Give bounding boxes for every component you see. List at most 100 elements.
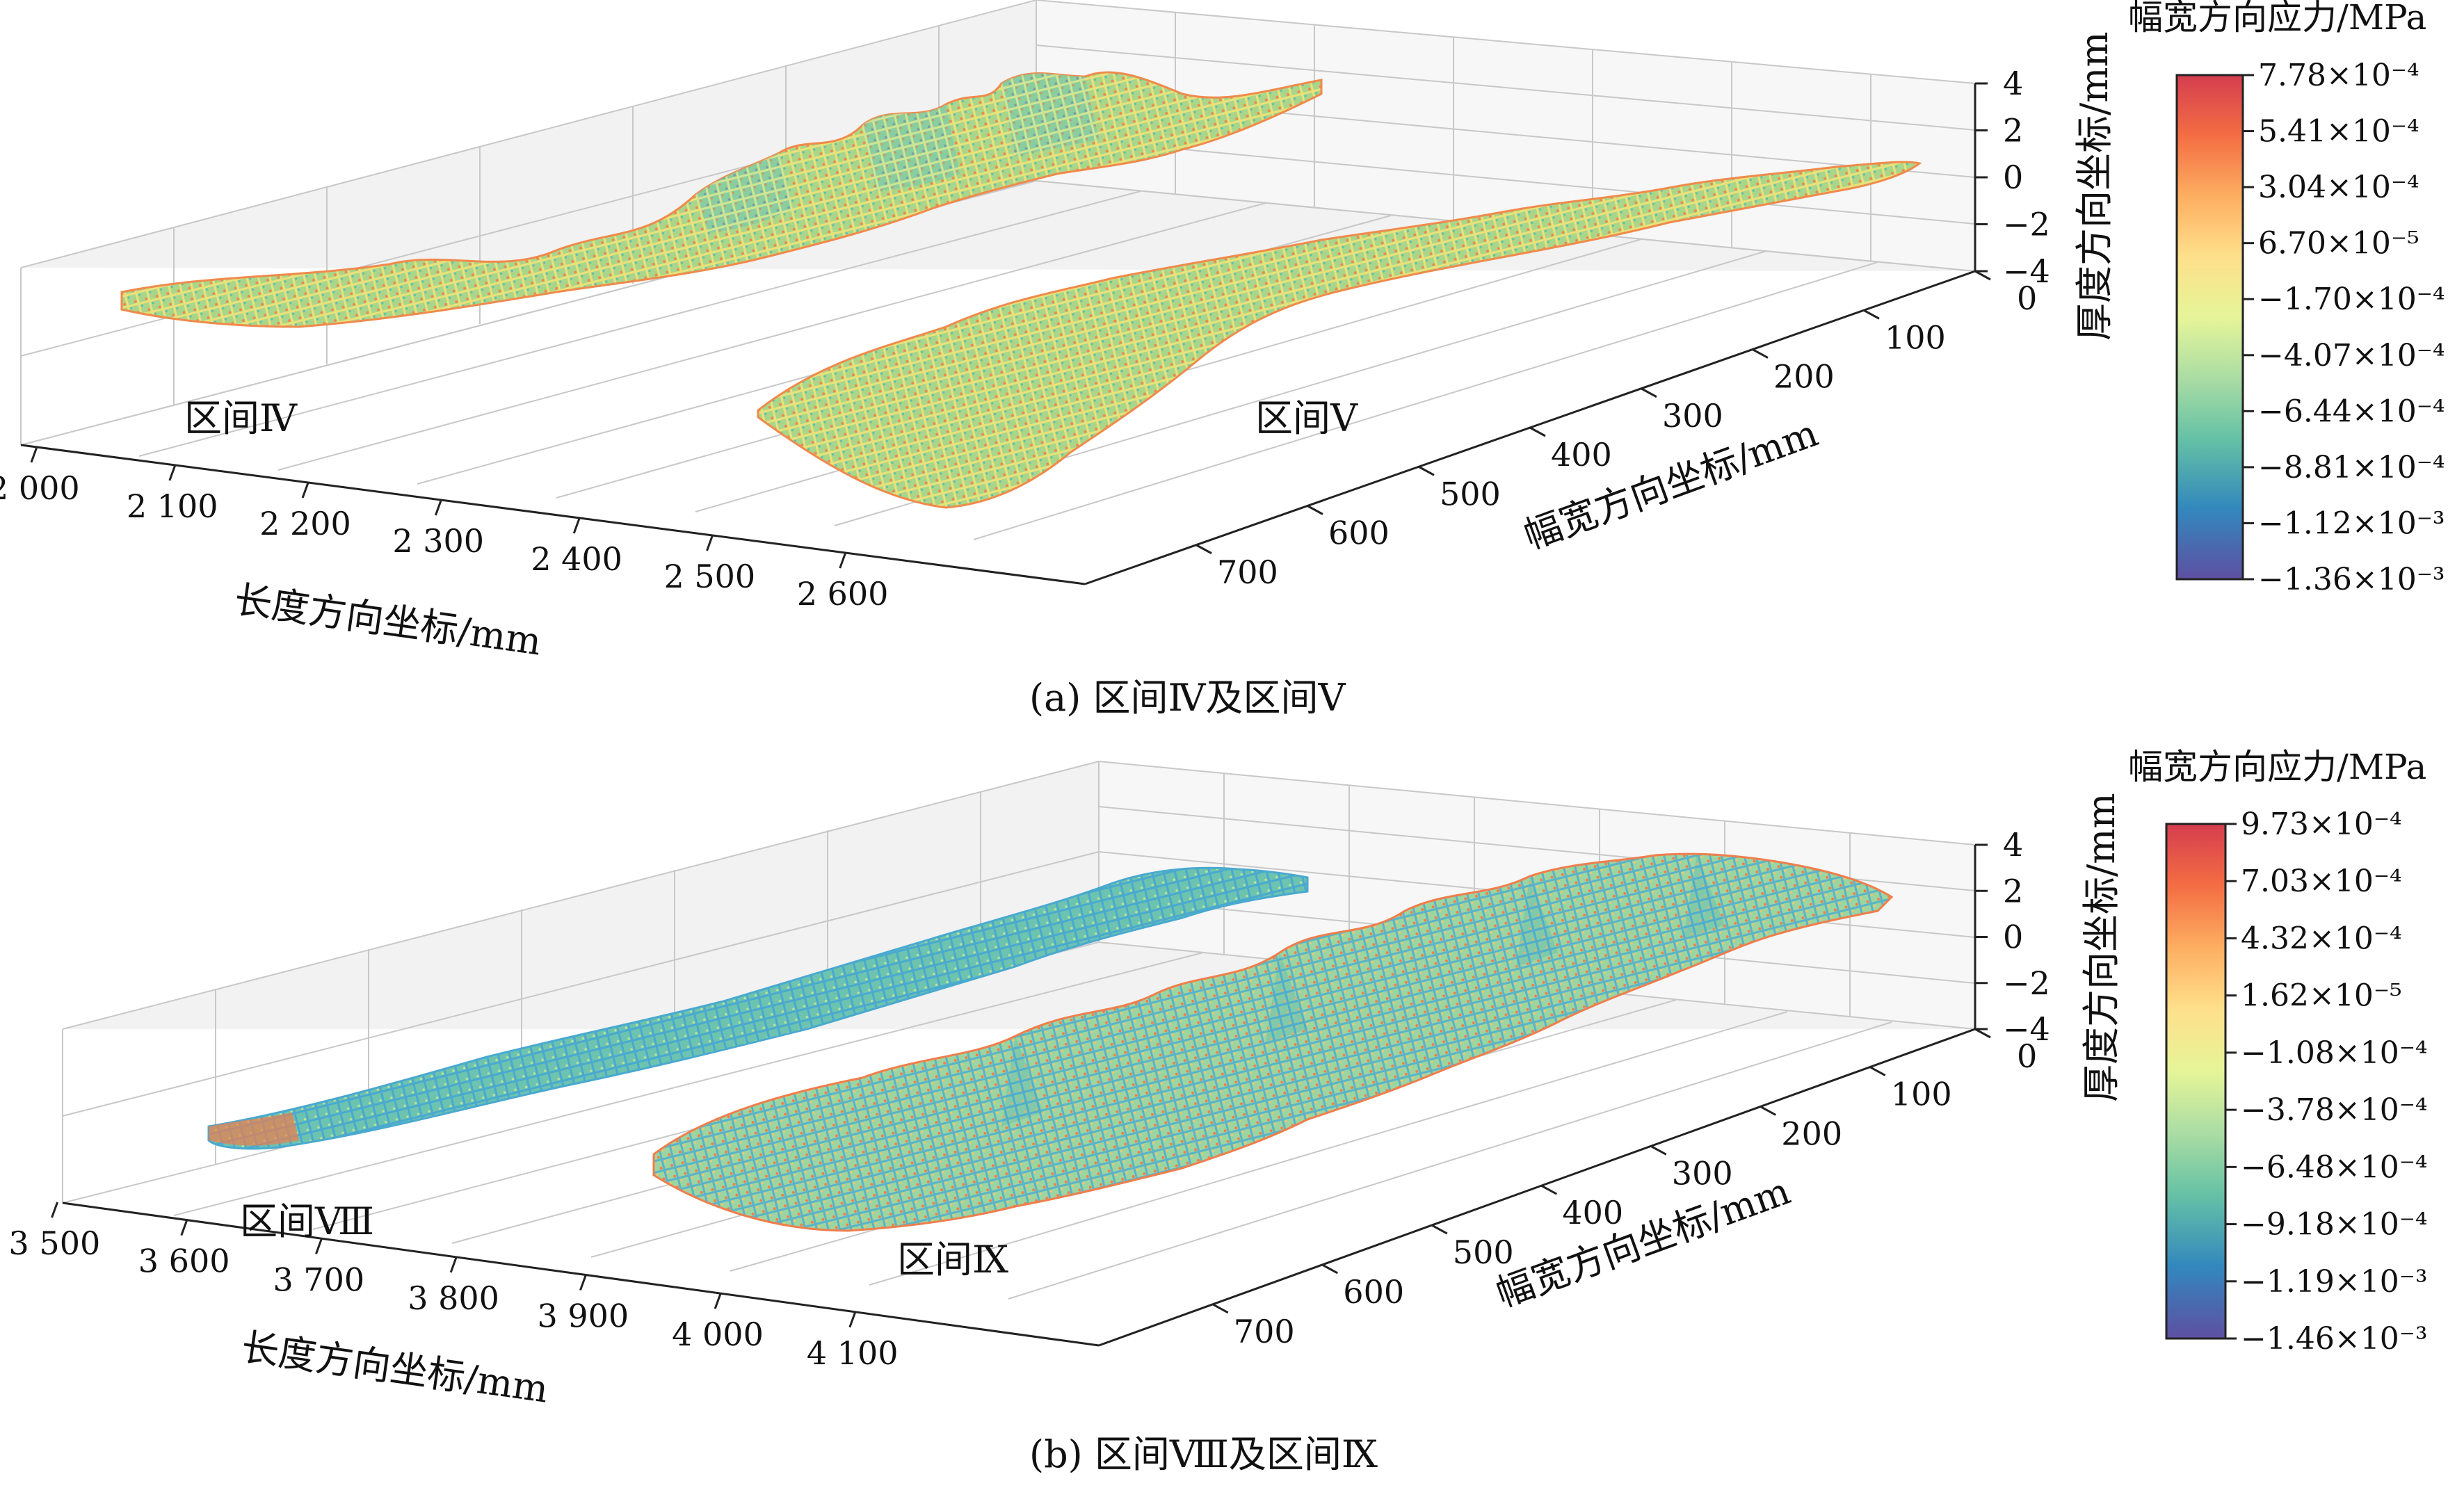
panel-b-colorbar-tick-label: −1.46×10⁻³ [2241, 1321, 2428, 1357]
panel-a-surface-region-4-ridges [695, 73, 1099, 233]
panel-b-colorbar-title: 幅宽方向应力/MPa [2128, 747, 2426, 787]
panel-a-z-tick-label: −2 [2003, 206, 2050, 243]
panel-b-x-tick [579, 1275, 587, 1291]
panel-a-x-tick [839, 552, 847, 569]
panel-a-caption: (a) 区间Ⅳ及区间Ⅴ [1029, 676, 1346, 720]
panel-b-x-tick [315, 1238, 323, 1254]
panel-a-x-tick-label: 2 400 [531, 540, 622, 578]
panel-a-y-tick-label: 500 [1440, 475, 1501, 512]
panel-a-colorbar-tick-label: 7.78×10⁻⁴ [2258, 58, 2419, 93]
panel-a-surfaces [120, 71, 1922, 509]
panel-b-x-tick-label: 3 800 [408, 1279, 499, 1317]
panel-a-z-tick-label: −4 [2003, 252, 2050, 290]
panel-b-y-tick-label: 500 [1453, 1234, 1514, 1271]
panel-a-colorbar-ticks: 7.78×10⁻⁴ 5.41×10⁻⁴ 3.04×10⁻⁴ 6.70×10⁻⁵ −1.7… [2243, 58, 2445, 597]
panel-a-colorbar-tick-label: −8.81×10⁻⁴ [2258, 450, 2445, 485]
panel-a-colorbar-tick-label: 3.04×10⁻⁴ [2258, 170, 2419, 205]
panel-b-colorbar-tick-label: −9.18×10⁻⁴ [2241, 1207, 2428, 1243]
panel-a-x-tick [30, 446, 38, 463]
panel-a: 2 000 2 100 2 200 2 300 2 400 2 500 2 600 0 100… [0, 0, 2445, 720]
panel-b-y-tick-label: 700 [1234, 1313, 1295, 1350]
panel-b-y-tick-label: 300 [1672, 1154, 1733, 1192]
panel-b-z-axis-label: 厚度方向坐标/mm [2079, 793, 2123, 1102]
panel-a-x-tick-label: 2 000 [0, 469, 80, 507]
panel-a-x-tick [168, 464, 177, 481]
panel-a-y-tick-label: 700 [1217, 553, 1278, 591]
panel-a-colorbar-scale [2175, 74, 2244, 581]
panel-a-region-label-4: 区间Ⅳ [184, 396, 298, 440]
panel-b-y-tick [1212, 1303, 1229, 1314]
panel-a-z-ticks: 4 2 0 −2 −4 [1975, 65, 2050, 290]
panel-a-y-ticks: 0 100 200 300 400 500 600 700 [1195, 270, 2037, 591]
panel-b-x-tick-label: 3 500 [9, 1224, 101, 1262]
panel-a-y-tick [1195, 544, 1212, 555]
panel-b-region-label-8: 区间Ⅷ [240, 1199, 374, 1243]
panel-a-y-tick-label: 300 [1662, 397, 1723, 435]
panel-a-y-tick-label: 0 [2017, 280, 2037, 317]
panel-a-y-tick-label: 600 [1328, 515, 1390, 552]
panel-b-colorbar: 幅宽方向应力/MPa 9.73×10⁻⁴ 7.03×10⁻⁴ 4.32×10⁻⁴ 1.… [2128, 747, 2428, 1357]
panel-b-surface-region-9 [652, 852, 1894, 1232]
panel-b-colorbar-tick-label: −6.48×10⁻⁴ [2241, 1149, 2428, 1185]
panel-b-colorbar-scale [2165, 823, 2227, 1340]
panel-b-x-tick [51, 1202, 58, 1218]
panel-a-z-tick-label: 4 [2003, 65, 2023, 102]
panel-a-colorbar-tick-label: 6.70×10⁻⁵ [2258, 226, 2419, 261]
panel-b-caption: (b) 区间Ⅷ及区间Ⅸ [1029, 1432, 1378, 1476]
panel-a-x-tick [301, 482, 309, 499]
panel-b-y-tick-label: 600 [1343, 1273, 1404, 1311]
panel-b-colorbar-ticks: 9.73×10⁻⁴ 7.03×10⁻⁴ 4.32×10⁻⁴ 1.62×10⁻⁵ −1.0… [2225, 807, 2428, 1357]
panel-b-y-axis-line [1098, 1028, 1976, 1347]
panel-b-x-tick-label: 4 000 [672, 1316, 764, 1353]
panel-a-y-tick [1307, 505, 1323, 515]
panel-b-z-tick-label: 0 [2003, 919, 2023, 956]
panel-a-x-axis-line [20, 444, 1086, 585]
panel-b-z-tick-label: −2 [2003, 964, 2050, 1002]
panel-b-colorbar-tick-label: −3.78×10⁻⁴ [2241, 1092, 2428, 1128]
panel-b-colorbar-tick-label: −1.19×10⁻³ [2241, 1264, 2428, 1300]
panel-b-colorbar-tick-label: −1.08×10⁻⁴ [2241, 1035, 2428, 1071]
panel-a-region-label-5: 区间Ⅴ [1255, 396, 1358, 440]
panel-b-x-tick-label: 3 600 [138, 1243, 230, 1280]
panel-b-y-tick [1974, 1028, 1991, 1039]
panel-a-y-tick [1752, 348, 1769, 359]
panel-b-colorbar-tick-label: 7.03×10⁻⁴ [2241, 864, 2402, 899]
panel-b: 3 500 3 600 3 700 3 800 3 900 4 000 4 100 0 100… [9, 747, 2428, 1476]
panel-a-x-tick-label: 2 500 [664, 558, 756, 595]
panel-a-colorbar-tick-label: 5.41×10⁻⁴ [2258, 114, 2419, 149]
panel-a-y-tick [1529, 426, 1546, 437]
panel-a-x-tick-label: 2 200 [259, 505, 351, 542]
panel-a-colorbar-tick-label: −1.12×10⁻³ [2258, 506, 2445, 541]
panel-b-y-tick-label: 0 [2017, 1037, 2037, 1075]
panel-b-y-ticks: 0 100 200 300 400 500 600 700 [1212, 1028, 2037, 1350]
panel-b-x-tick [848, 1311, 857, 1328]
panel-a-colorbar: 幅宽方向应力/MPa 7.78×10⁻⁴ 5.41×10⁻⁴ 3.04×10⁻⁴ 6.… [2128, 0, 2445, 597]
panel-b-y-tick [1650, 1145, 1667, 1156]
panel-b-x-tick [449, 1256, 458, 1273]
panel-a-z-axis-label: 厚度方向坐标/mm [2072, 31, 2116, 341]
panel-a-x-axis-label: 长度方向坐标/mm [232, 577, 544, 663]
panel-b-colorbar-tick-label: 1.62×10⁻⁵ [2241, 978, 2402, 1014]
panel-b-y-tick [1540, 1184, 1558, 1195]
panel-b-y-tick [1321, 1263, 1339, 1275]
panel-b-y-tick-label: 200 [1781, 1115, 1842, 1152]
panel-b-colorbar-tick-label: 4.32×10⁻⁴ [2241, 921, 2402, 956]
panel-b-x-axis-label: 长度方向坐标/mm [239, 1325, 551, 1411]
panel-a-y-tick-label: 400 [1551, 436, 1612, 474]
panel-a-y-tick [1863, 309, 1880, 320]
panel-a-colorbar-tick-label: −1.36×10⁻³ [2258, 562, 2445, 597]
panel-a-x-tick-label: 2 300 [392, 522, 484, 560]
panel-a-colorbar-tick-label: −6.44×10⁻⁴ [2258, 394, 2445, 429]
panel-a-x-tick-label: 2 600 [797, 575, 889, 613]
panel-b-y-tick [1869, 1066, 1886, 1076]
panel-b-y-tick [1431, 1224, 1448, 1235]
panel-b-y-axis-label: 幅宽方向坐标/mm [1490, 1169, 1796, 1316]
panel-a-colorbar-tick-label: −4.07×10⁻⁴ [2258, 338, 2445, 373]
panel-a-colorbar-tick-label: −1.70×10⁻⁴ [2258, 282, 2445, 317]
panel-b-y-tick [1760, 1106, 1777, 1116]
panel-b-x-tick-label: 3 700 [273, 1261, 365, 1298]
panel-b-x-tick [180, 1220, 188, 1236]
panel-a-x-tick-label: 2 100 [127, 487, 218, 525]
panel-b-x-tick-label: 4 100 [807, 1334, 899, 1372]
